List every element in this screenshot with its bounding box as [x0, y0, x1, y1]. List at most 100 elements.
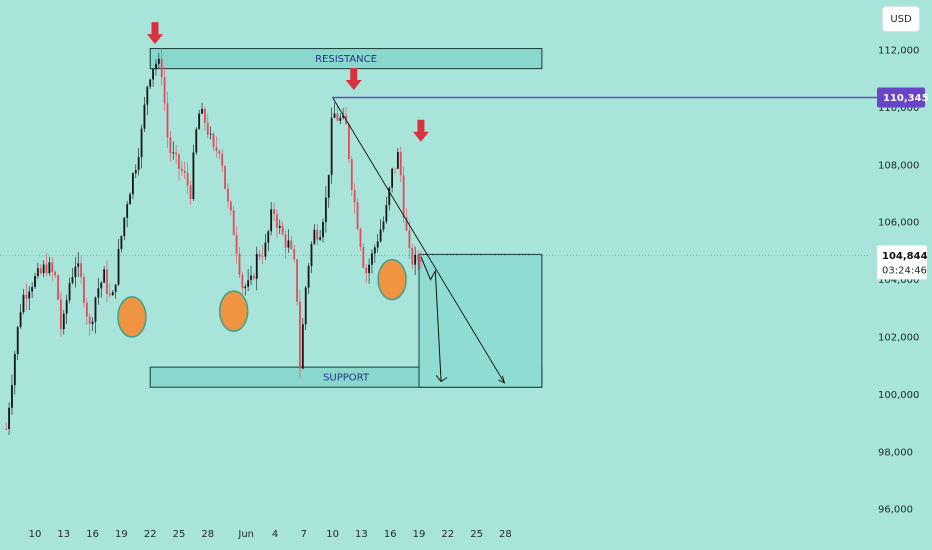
candle [238, 247, 241, 279]
candle [215, 136, 218, 159]
last-price-badge: 104,844 03:24:46 [877, 245, 928, 280]
candle [278, 219, 281, 235]
candle [235, 226, 238, 264]
candle [91, 317, 94, 332]
time-tick-label: 22 [441, 529, 454, 540]
candle [221, 148, 224, 172]
candle [356, 198, 359, 231]
down-arrow-marker [412, 119, 429, 142]
candle [229, 200, 232, 216]
candle [157, 52, 160, 69]
time-tick-label: 13 [355, 529, 368, 540]
swing-low-circle [117, 296, 147, 338]
candle [307, 263, 310, 294]
time-tick-label: 28 [499, 529, 512, 540]
price-tick-label: 108,000 [878, 160, 919, 171]
candle [209, 126, 212, 140]
candle [160, 47, 163, 86]
candle [31, 281, 34, 299]
candle [71, 268, 74, 285]
candle [132, 172, 134, 200]
candle [16, 325, 19, 361]
candle [264, 234, 267, 260]
candle [319, 229, 322, 241]
candle [227, 183, 229, 209]
candle [28, 286, 31, 311]
candle [293, 244, 296, 263]
projection-arrowhead [435, 375, 448, 383]
candle [224, 165, 226, 190]
time-tick-label: 22 [144, 529, 157, 540]
candle [149, 78, 152, 89]
candle [178, 153, 180, 181]
candle [77, 252, 80, 278]
time-tick-label: 7 [301, 529, 307, 540]
candle [267, 229, 270, 252]
candle [152, 68, 154, 87]
candle [39, 264, 42, 275]
candle [359, 227, 362, 251]
candle [350, 156, 353, 196]
time-tick-label: 10 [29, 529, 42, 540]
time-tick-label: 16 [384, 529, 397, 540]
candle [339, 113, 342, 125]
trendline[interactable] [332, 97, 505, 384]
candle [408, 220, 411, 260]
candle [183, 161, 186, 180]
candle [324, 186, 327, 233]
candle [301, 317, 304, 370]
candle [143, 96, 146, 133]
resistance-zone[interactable] [149, 48, 543, 70]
candle [368, 258, 370, 284]
candle [399, 146, 402, 183]
candle [250, 265, 252, 286]
down-arrow-marker [345, 68, 362, 91]
candle [362, 243, 365, 269]
currency-button[interactable]: USD [882, 6, 920, 32]
candle [299, 289, 301, 379]
candles-layer [5, 47, 422, 436]
projection-box[interactable] [418, 253, 543, 388]
price-tick-label: 98,000 [878, 447, 913, 458]
candle [137, 148, 140, 176]
candle [88, 313, 91, 336]
candle [342, 108, 345, 120]
candle [192, 144, 195, 201]
candle [8, 402, 10, 436]
time-axis[interactable]: 10 13 16 19 22 25 28 Jun 4 7 10 13 16 19 22 25 28 [29, 529, 512, 540]
candle [304, 285, 307, 331]
projection-path[interactable] [420, 256, 442, 382]
candle [106, 260, 108, 303]
candle [281, 221, 284, 236]
candle [175, 144, 178, 165]
candle [42, 260, 45, 278]
candle [420, 250, 422, 269]
candle [195, 127, 198, 155]
candle [284, 229, 287, 259]
time-tick-label: 19 [115, 529, 128, 540]
candle [51, 257, 54, 282]
candle [198, 109, 201, 130]
candle [126, 200, 129, 228]
candle [189, 180, 192, 205]
candle [25, 283, 28, 311]
price-tick-label: 100,000 [878, 390, 919, 401]
candle [316, 223, 319, 246]
candle [310, 241, 313, 274]
candle [19, 304, 22, 329]
candle [83, 273, 85, 308]
candle [322, 218, 324, 243]
currency-label: USD [890, 13, 912, 25]
candle [201, 102, 203, 115]
candle [353, 183, 356, 214]
candle [97, 277, 100, 305]
price-axis[interactable]: 96,000 98,000 100,000 102,000 104,000 106,000… [878, 46, 919, 516]
candle [111, 290, 114, 296]
candle [365, 263, 368, 283]
candle [394, 168, 396, 175]
last-price-label: 104,844 [882, 251, 928, 262]
candle [270, 201, 273, 236]
candle [336, 106, 339, 122]
